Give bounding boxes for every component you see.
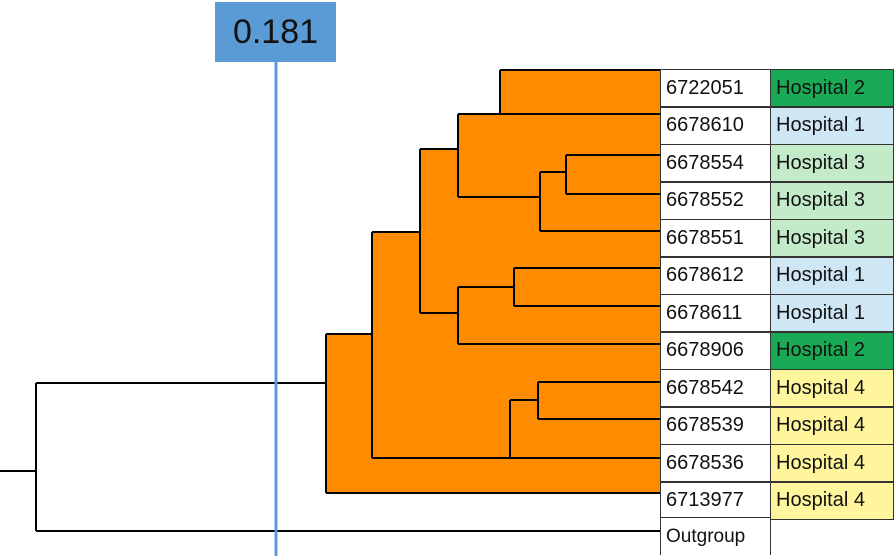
leaf-id: 6678906: [660, 331, 771, 370]
leaf-row: 6678536 Hospital 4: [660, 444, 894, 482]
leaf-hospital: Hospital 4: [770, 481, 894, 520]
branch-clade-a: [371, 231, 510, 459]
leaf-id: 6678542: [660, 369, 771, 407]
leaf-row: 6713977 Hospital 4: [660, 481, 894, 520]
branch-6678612-6678611: [513, 267, 660, 307]
branch-ingroup: [325, 333, 660, 494]
leaf-row: 6722051 Hospital 2: [660, 69, 894, 107]
branch-6722051-6678610: [499, 69, 660, 115]
leaf-hospital: Hospital 1: [770, 294, 894, 332]
leaf-id: 6722051: [660, 69, 771, 107]
branch-clade-c: [457, 113, 540, 198]
leaf-row: 6678542 Hospital 4: [660, 369, 894, 407]
leaf-row: 6678539 Hospital 4: [660, 406, 894, 445]
branch-6678542-6678539: [537, 381, 660, 420]
leaf-hospital: Hospital 1: [770, 256, 894, 295]
leaf-row: 6678554 Hospital 3: [660, 144, 894, 182]
leaf-hospital: Hospital 4: [770, 369, 894, 407]
leaf-id: 6678552: [660, 181, 771, 220]
branch-hospital4: [509, 399, 660, 459]
leaf-row: 6678551 Hospital 3: [660, 219, 894, 257]
branch-clade-d: [457, 286, 660, 345]
leaf-row: 6678612 Hospital 1: [660, 256, 894, 295]
leaf-hospital: Hospital 3: [770, 219, 894, 257]
clade-fill: [326, 70, 660, 493]
leaf-hospital: Hospital 4: [770, 406, 894, 445]
leaf-id: 6678554: [660, 144, 771, 182]
leaf-id: 6678536: [660, 444, 771, 482]
tree-branches: [0, 69, 660, 532]
leaf-row: 6678906 Hospital 2: [660, 331, 894, 370]
leaf-row: 6678610 Hospital 1: [660, 106, 894, 145]
leaf-id: 6678612: [660, 256, 771, 295]
leaf-hospital: Hospital 3: [770, 144, 894, 182]
branch-root: [0, 382, 660, 532]
leaf-id: 6678551: [660, 219, 771, 257]
leaf-row: 6678611 Hospital 1: [660, 294, 894, 332]
branch-6678554-6678552: [565, 154, 660, 195]
leaf-hospital: Hospital 3: [770, 181, 894, 220]
leaf-hospital: Hospital 1: [770, 106, 894, 145]
leaf-id: 6678539: [660, 406, 771, 445]
leaf-hospital: Hospital 4: [770, 444, 894, 482]
leaf-row: 6678552 Hospital 3: [660, 181, 894, 220]
leaf-id: 6678610: [660, 106, 771, 145]
branch-hospital3: [539, 171, 660, 232]
threshold-label: 0.181: [215, 2, 336, 62]
leaf-id: 6713977: [660, 481, 771, 520]
branch-clade-b: [419, 148, 458, 314]
outgroup-label: Outgroup: [660, 517, 771, 555]
leaf-hospital: Hospital 2: [770, 331, 894, 370]
leaf-id: 6678611: [660, 294, 771, 332]
leaf-hospital: Hospital 2: [770, 69, 894, 107]
